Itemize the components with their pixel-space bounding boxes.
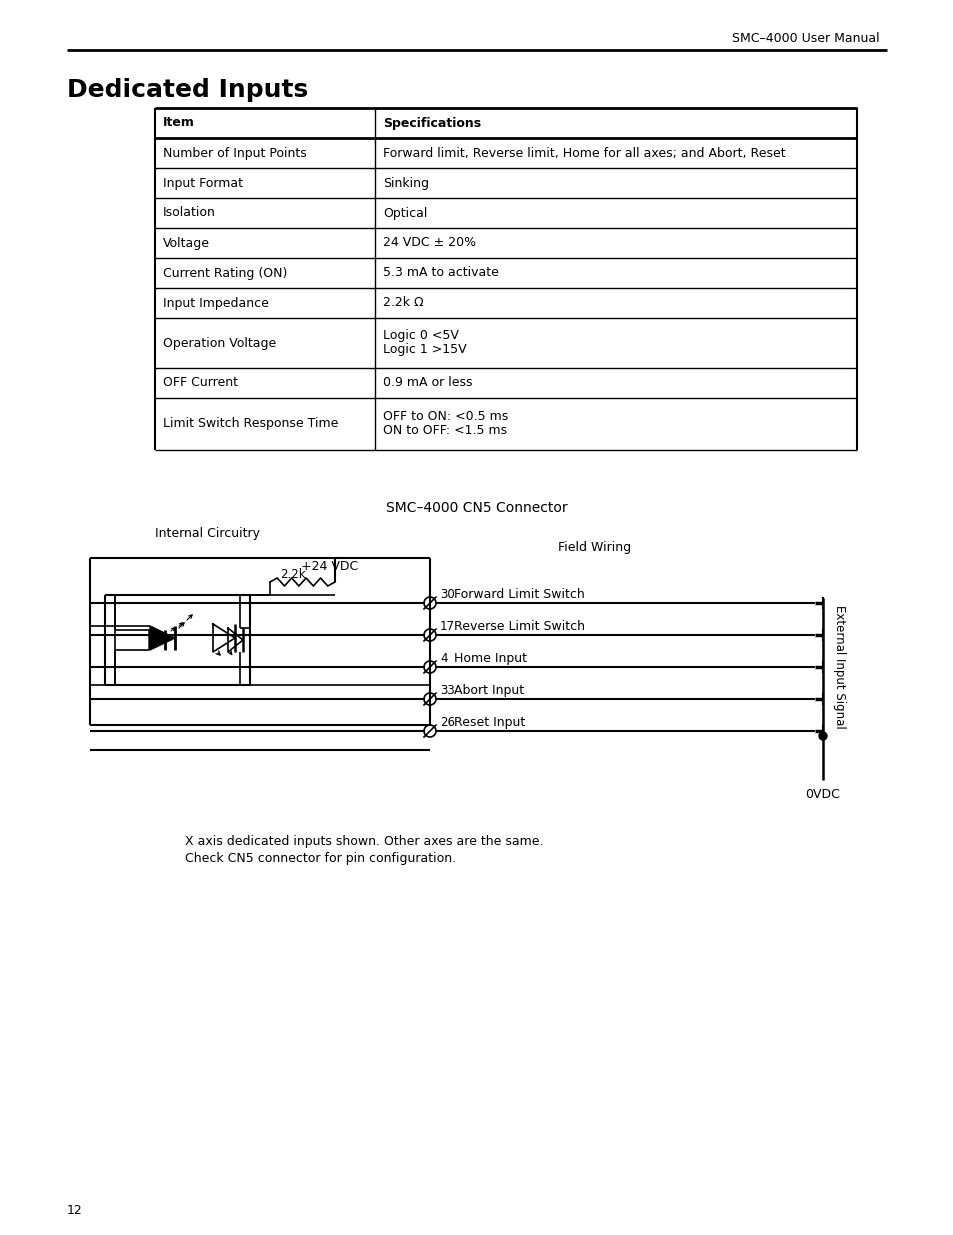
Circle shape (818, 732, 826, 740)
Text: +24 VDC: +24 VDC (301, 561, 358, 573)
Text: 26: 26 (439, 716, 455, 729)
Text: Forward Limit Switch: Forward Limit Switch (454, 588, 584, 601)
Text: External Input Signal: External Input Signal (833, 605, 845, 729)
Text: ON to OFF: <1.5 ms: ON to OFF: <1.5 ms (382, 425, 507, 437)
Text: Optical: Optical (382, 206, 427, 220)
Text: Input Impedance: Input Impedance (163, 296, 269, 310)
Text: Sinking: Sinking (382, 177, 429, 189)
Text: Home Input: Home Input (454, 652, 526, 664)
Text: SMC–4000 CN5 Connector: SMC–4000 CN5 Connector (386, 501, 567, 515)
Text: Current Rating (ON): Current Rating (ON) (163, 267, 287, 279)
Text: 4: 4 (439, 652, 447, 664)
Text: Dedicated Inputs: Dedicated Inputs (67, 78, 308, 103)
Text: Item: Item (163, 116, 194, 130)
Text: Isolation: Isolation (163, 206, 215, 220)
Text: 33: 33 (439, 684, 455, 697)
Text: Abort Input: Abort Input (454, 684, 523, 697)
Text: 30: 30 (439, 588, 455, 601)
Text: 2.2k Ω: 2.2k Ω (382, 296, 423, 310)
Text: 17: 17 (439, 620, 455, 634)
Text: Number of Input Points: Number of Input Points (163, 147, 307, 159)
Text: 24 VDC ± 20%: 24 VDC ± 20% (382, 236, 476, 249)
Text: X axis dedicated inputs shown. Other axes are the same.: X axis dedicated inputs shown. Other axe… (185, 835, 543, 848)
Text: OFF to ON: <0.5 ms: OFF to ON: <0.5 ms (382, 410, 508, 424)
Text: 0VDC: 0VDC (804, 788, 840, 802)
Text: 0.9 mA or less: 0.9 mA or less (382, 377, 472, 389)
Text: 5.3 mA to activate: 5.3 mA to activate (382, 267, 498, 279)
Text: Reset Input: Reset Input (454, 716, 525, 729)
Text: Check CN5 connector for pin configuration.: Check CN5 connector for pin configuratio… (185, 852, 456, 864)
Text: Specifications: Specifications (382, 116, 480, 130)
Text: Internal Circuitry: Internal Circuitry (154, 526, 260, 540)
Text: 12: 12 (67, 1203, 83, 1216)
Text: Logic 0 <5V: Logic 0 <5V (382, 330, 458, 342)
Text: Forward limit, Reverse limit, Home for all axes; and Abort, Reset: Forward limit, Reverse limit, Home for a… (382, 147, 785, 159)
Text: Voltage: Voltage (163, 236, 210, 249)
Text: 2.2k: 2.2k (280, 568, 305, 582)
Text: Field Wiring: Field Wiring (558, 541, 631, 555)
Text: Logic 1 >15V: Logic 1 >15V (382, 343, 466, 357)
Polygon shape (150, 626, 174, 650)
Text: SMC–4000 User Manual: SMC–4000 User Manual (732, 32, 879, 44)
Text: Operation Voltage: Operation Voltage (163, 336, 276, 350)
Text: Input Format: Input Format (163, 177, 243, 189)
Text: OFF Current: OFF Current (163, 377, 237, 389)
Text: Limit Switch Response Time: Limit Switch Response Time (163, 417, 338, 431)
Text: Reverse Limit Switch: Reverse Limit Switch (454, 620, 584, 634)
Polygon shape (149, 630, 165, 650)
